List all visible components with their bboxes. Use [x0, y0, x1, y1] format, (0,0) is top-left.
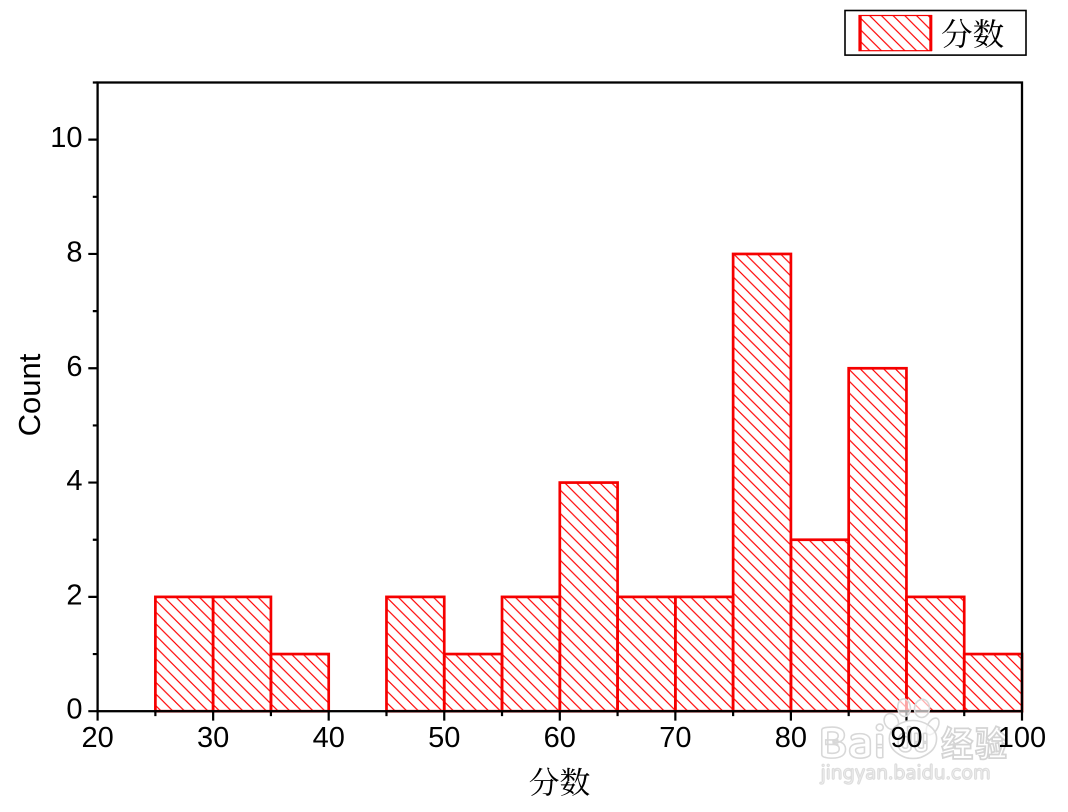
svg-text:Count: Count	[12, 353, 47, 436]
svg-text:100: 100	[998, 722, 1046, 754]
svg-text:0: 0	[66, 694, 82, 726]
svg-text:60: 60	[544, 722, 576, 754]
svg-text:2: 2	[66, 579, 82, 611]
svg-text:30: 30	[197, 722, 229, 754]
svg-text:10: 10	[50, 122, 82, 154]
svg-text:50: 50	[428, 722, 460, 754]
svg-text:80: 80	[775, 722, 807, 754]
svg-text:70: 70	[659, 722, 691, 754]
svg-text:4: 4	[66, 465, 82, 497]
svg-text:40: 40	[313, 722, 345, 754]
svg-text:6: 6	[66, 351, 82, 383]
svg-text:8: 8	[66, 237, 82, 269]
svg-text:90: 90	[890, 722, 922, 754]
svg-text:20: 20	[81, 722, 113, 754]
